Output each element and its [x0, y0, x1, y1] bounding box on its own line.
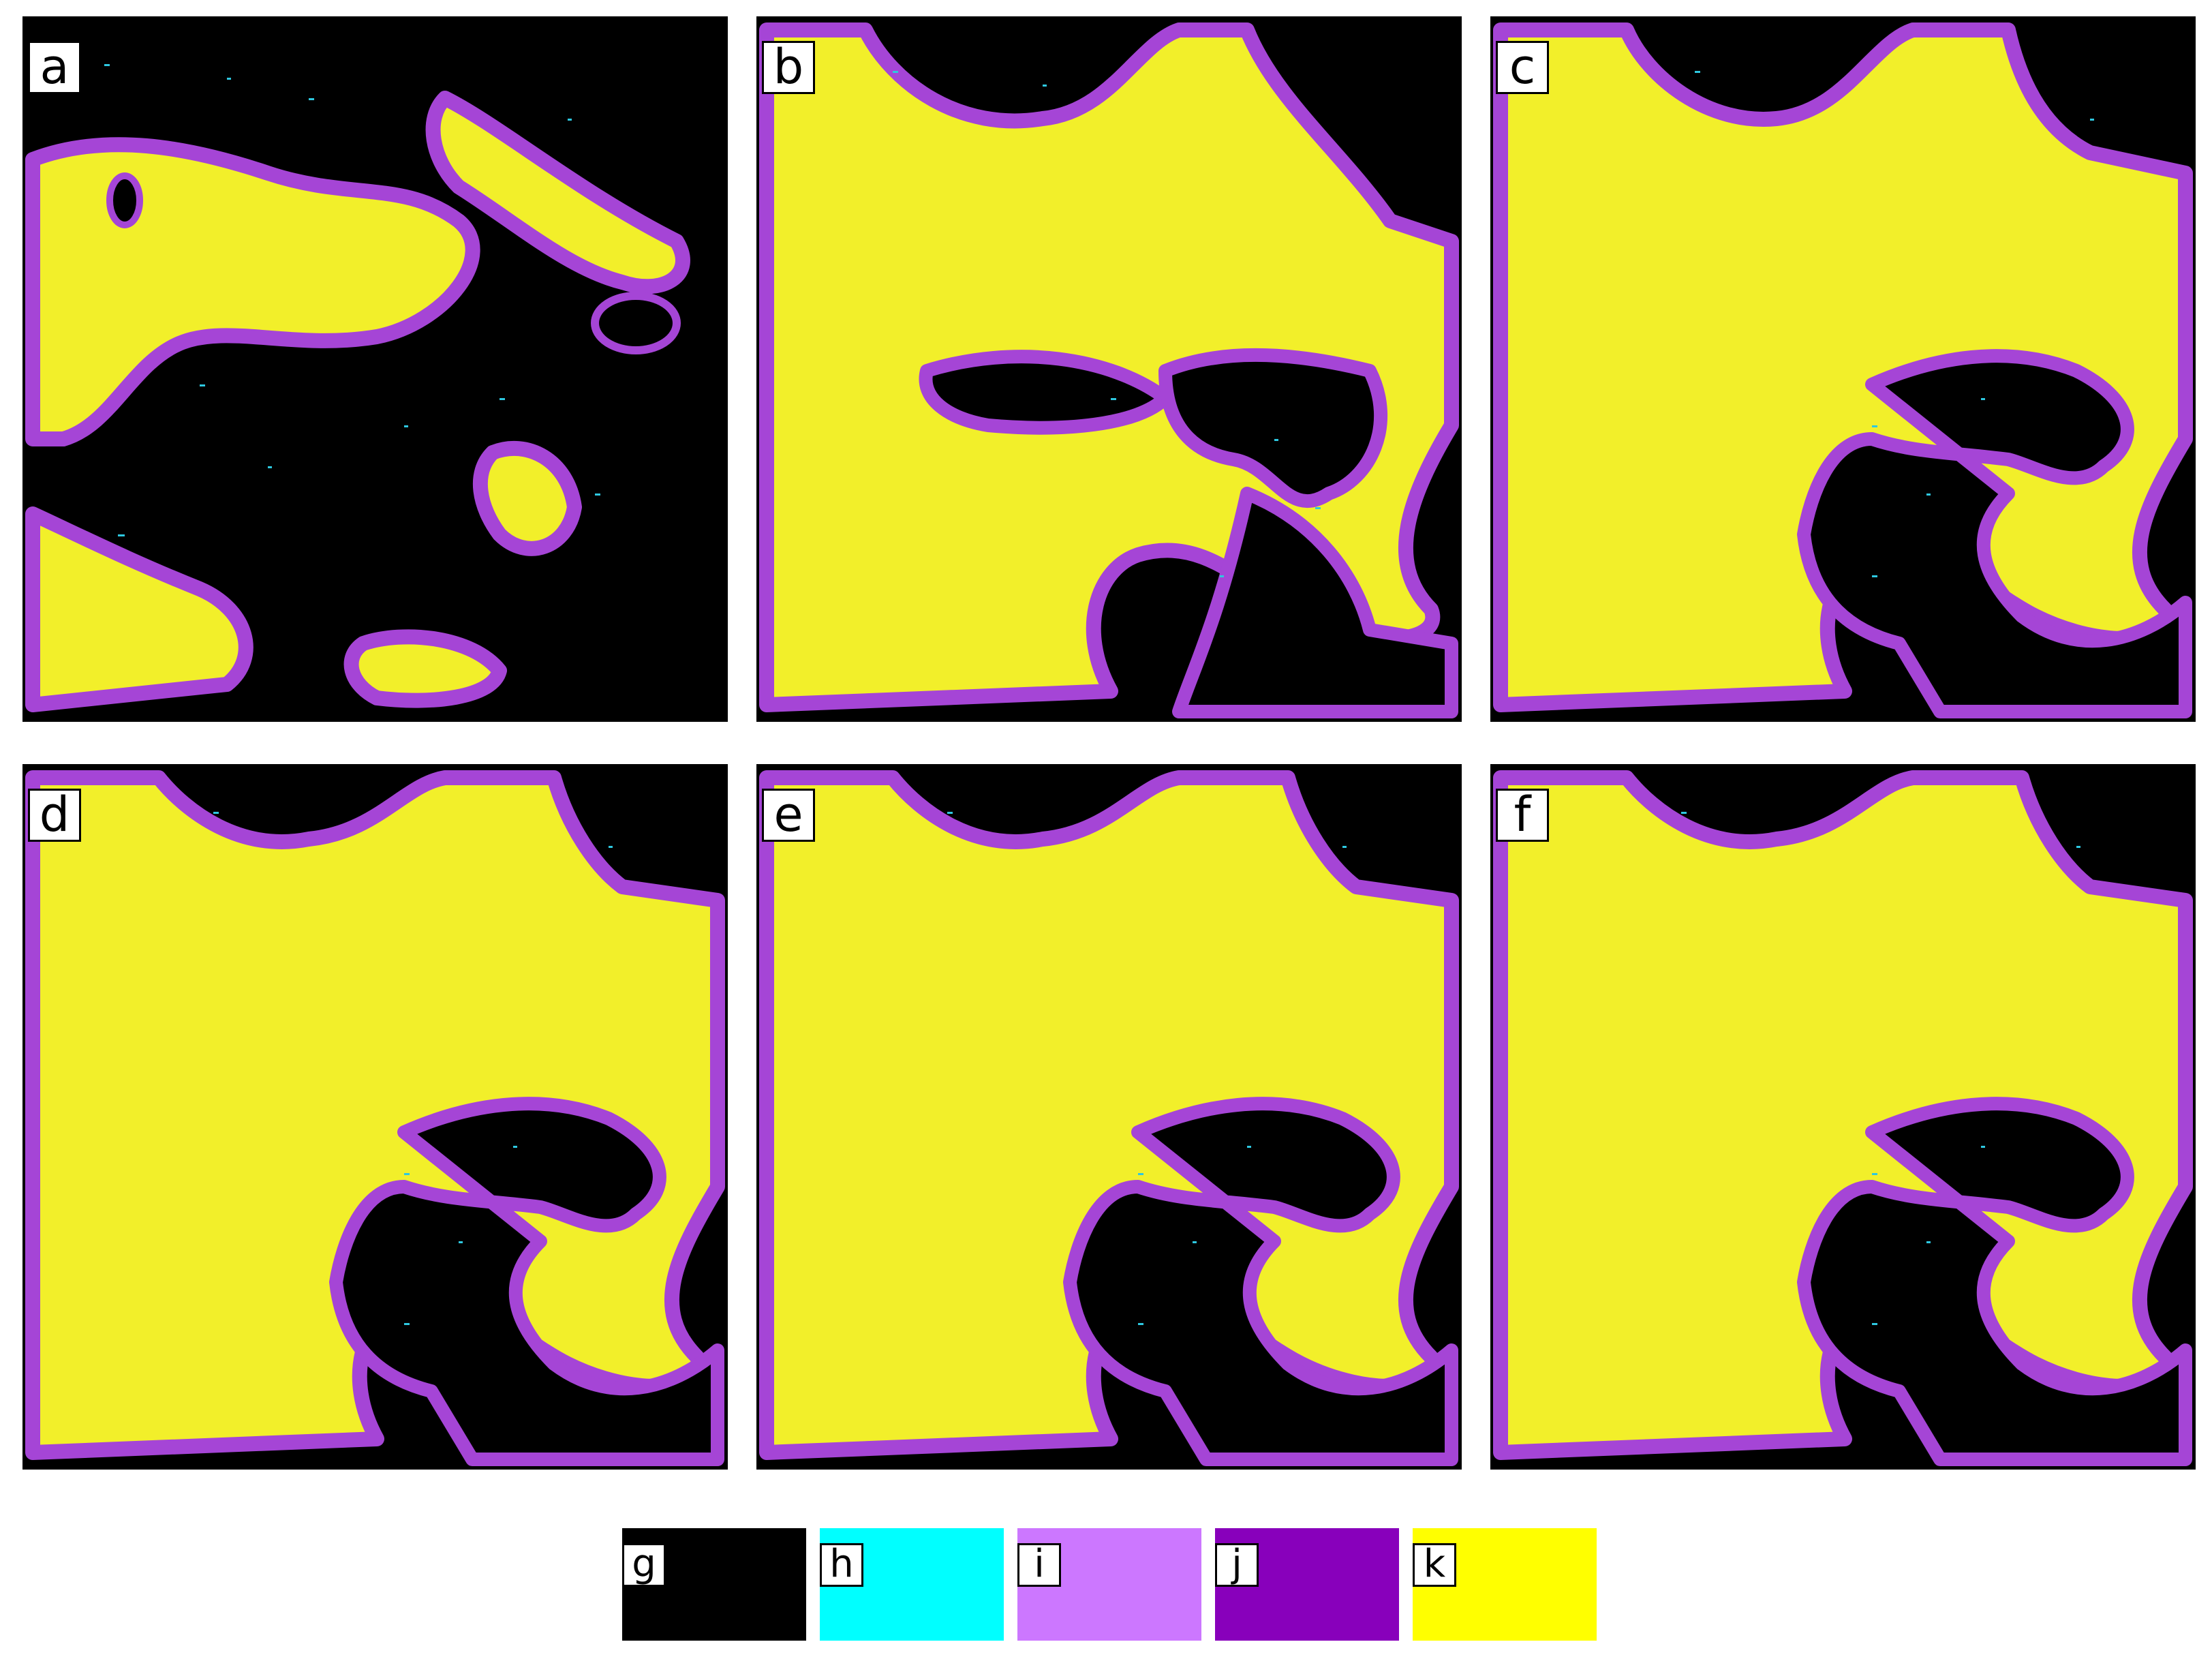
- map-panel-d: d: [22, 764, 728, 1470]
- map-image-d: [25, 770, 725, 1466]
- map-panel-e: e: [756, 764, 1462, 1470]
- legend-label-h: h: [820, 1543, 863, 1587]
- map-image-b: [759, 22, 1459, 718]
- map-image-e: [759, 770, 1459, 1466]
- panel-label-c: c: [1496, 41, 1549, 94]
- panel-label-d: d: [28, 789, 81, 842]
- legend-label-g: g: [622, 1543, 666, 1587]
- legend-swatch-g: g: [622, 1528, 806, 1641]
- map-panel-a: a: [22, 16, 728, 722]
- panel-label-a: a: [28, 41, 81, 94]
- map-panel-c: c: [1490, 16, 2196, 722]
- legend-label-i: i: [1017, 1543, 1061, 1587]
- legend-swatch-k: k: [1413, 1528, 1597, 1641]
- map-image-a: [25, 64, 690, 712]
- map-image-f: [1493, 770, 2193, 1466]
- legend-swatch-h: h: [820, 1528, 1004, 1641]
- map-panel-b: b: [756, 16, 1462, 722]
- panel-label-f: f: [1496, 789, 1549, 842]
- legend-label-j: j: [1215, 1543, 1259, 1587]
- map-panel-f: f: [1490, 764, 2196, 1470]
- panel-label-b: b: [762, 41, 815, 94]
- legend-label-k: k: [1413, 1543, 1456, 1587]
- legend-swatch-j: j: [1215, 1528, 1399, 1641]
- legend-swatch-i: i: [1017, 1528, 1201, 1641]
- map-image-c: [1493, 22, 2193, 718]
- panel-label-e: e: [762, 789, 815, 842]
